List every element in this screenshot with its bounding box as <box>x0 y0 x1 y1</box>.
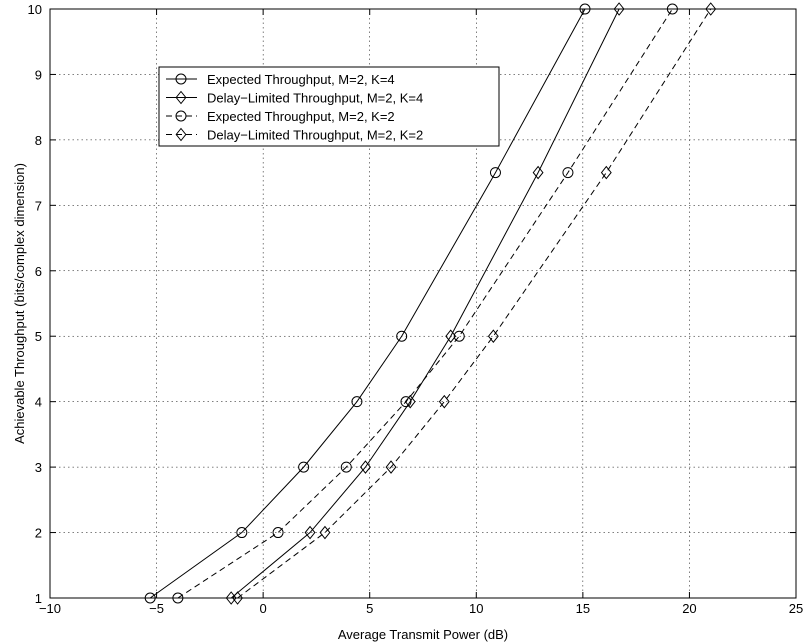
data-point <box>487 329 499 344</box>
data-point <box>453 330 465 342</box>
data-point <box>304 525 316 540</box>
x-tick-label: 0 <box>260 601 267 616</box>
legend-marker <box>175 127 187 142</box>
data-point <box>600 165 612 180</box>
legend-label: Expected Throughput, M=2, K=4 <box>207 72 395 87</box>
series-2 <box>225 2 625 605</box>
x-tick-label: 5 <box>366 601 373 616</box>
data-point <box>360 460 371 474</box>
y-tick-label: 10 <box>28 2 42 17</box>
data-point <box>705 2 717 16</box>
data-point <box>232 591 244 605</box>
legend-entry: Expected Throughput, M=2, K=4 <box>166 72 395 87</box>
data-point <box>562 167 574 179</box>
legend: Expected Throughput, M=2, K=4 Delay−Limit… <box>158 66 500 147</box>
plot-series <box>144 2 717 605</box>
data-point <box>438 394 450 409</box>
x-tick-label: 15 <box>576 601 590 616</box>
data-point <box>298 461 310 473</box>
y-tick-label: 8 <box>35 133 42 148</box>
legend-box <box>158 66 500 147</box>
x-tick-label: −5 <box>149 601 164 616</box>
data-point <box>532 165 544 180</box>
plot-area-frame <box>49 8 797 599</box>
y-tick-label: 4 <box>35 395 42 410</box>
legend-marker <box>175 73 187 85</box>
grid <box>50 9 796 598</box>
data-point <box>340 461 352 473</box>
y-tick-label: 7 <box>35 198 42 213</box>
x-axis-label: Average Transmit Power (dB) <box>338 627 508 642</box>
data-point <box>319 525 331 540</box>
x-tick-label: 25 <box>789 601 803 616</box>
series-line <box>149 8 586 599</box>
data-point <box>385 460 397 474</box>
legend-label: Delay−Limited Throughput, M=2, K=4 <box>207 91 423 106</box>
x-tick-label: 20 <box>682 601 696 616</box>
data-point <box>272 527 284 539</box>
y-tick-label: 2 <box>35 526 42 541</box>
x-tick-label: −10 <box>39 601 61 616</box>
axis-ticks: −10 −5 0 5 10 15 20 25 1 2 3 4 5 6 7 8 9 10 <box>28 2 804 616</box>
legend-entry: Delay−Limited Throughput, M=2, K=2 <box>166 128 423 143</box>
legend-marker <box>175 110 187 122</box>
legend-label: Delay−Limited Throughput, M=2, K=2 <box>207 128 423 143</box>
y-tick-label: 9 <box>35 67 42 82</box>
series-3 <box>172 3 678 604</box>
legend-entry: Delay−Limited Throughput, M=2, K=4 <box>166 91 423 106</box>
y-tick-label: 3 <box>35 460 42 475</box>
data-point <box>400 396 412 408</box>
y-tick-label: 5 <box>35 329 42 344</box>
x-tick-label: 10 <box>469 601 483 616</box>
data-point <box>236 527 248 539</box>
data-point <box>351 396 363 408</box>
y-axis-label: Achievable Throughput (bits/complex dime… <box>12 163 27 444</box>
data-point <box>613 2 625 16</box>
series-line <box>230 8 620 599</box>
series-line <box>177 8 673 599</box>
series-4 <box>232 2 717 605</box>
data-point <box>445 329 457 344</box>
legend-entry: Expected Throughput, M=2, K=2 <box>166 109 395 124</box>
legend-marker <box>175 90 187 105</box>
y-tick-label: 1 <box>35 591 42 606</box>
data-point <box>489 167 501 179</box>
legend-label: Expected Throughput, M=2, K=2 <box>207 109 395 124</box>
y-tick-label: 6 <box>35 264 42 279</box>
data-point <box>396 330 408 342</box>
